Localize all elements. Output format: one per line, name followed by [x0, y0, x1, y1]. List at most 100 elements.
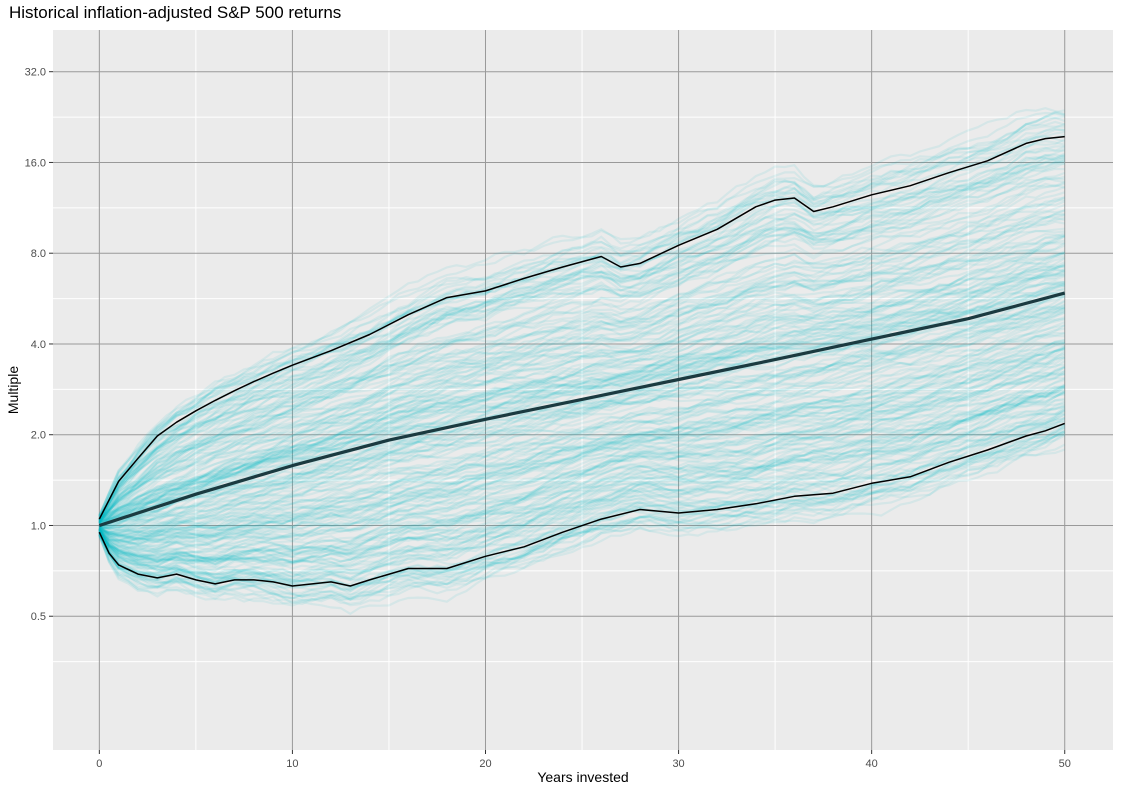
- simulation-path: [98, 186, 1066, 522]
- simulation-path: [98, 196, 1066, 522]
- simulation-path: [98, 120, 1065, 517]
- simulation-path: [98, 433, 1065, 599]
- x-axis-title: Years invested: [537, 769, 628, 785]
- simulation-path: [98, 346, 1066, 543]
- simulation-path: [98, 167, 1065, 519]
- simulation-path: [98, 296, 1065, 529]
- simulation-path: [98, 346, 1066, 542]
- simulation-path: [98, 434, 1066, 601]
- simulation-path: [98, 160, 1065, 524]
- simulation-path: [98, 176, 1065, 522]
- simulation-path: [98, 257, 1065, 523]
- simulation-path: [98, 377, 1066, 564]
- simulation-path: [98, 416, 1065, 576]
- simulation-path: [99, 331, 1065, 541]
- simulation-path: [98, 339, 1065, 540]
- simulation-path: [98, 252, 1065, 529]
- simulation-path: [98, 273, 1065, 529]
- simulation-path: [98, 241, 1066, 522]
- simulation-path: [99, 307, 1065, 530]
- summary-lines: [98, 135, 1066, 587]
- simulation-path: [98, 196, 1065, 523]
- simulation-paths: [98, 107, 1066, 616]
- simulation-path: [98, 208, 1066, 521]
- simulation-path: [98, 430, 1066, 607]
- simulation-path: [98, 176, 1065, 524]
- simulation-path: [98, 255, 1065, 525]
- simulation-path: [98, 363, 1065, 548]
- simulation-path: [98, 387, 1065, 566]
- x-tick-label: 40: [866, 758, 878, 770]
- simulation-path: [98, 339, 1065, 544]
- simulation-path: [98, 181, 1066, 523]
- simulation-path: [98, 233, 1066, 525]
- y-tick-label: 32.0: [25, 67, 46, 79]
- simulation-path: [98, 212, 1065, 520]
- simulation-path: [98, 423, 1066, 579]
- simulation-path: [98, 281, 1065, 529]
- y-tick-label: 16.0: [25, 157, 46, 169]
- simulation-path: [98, 385, 1066, 585]
- simulation-path: [98, 200, 1066, 523]
- simulation-path: [98, 272, 1065, 528]
- simulation-path: [98, 261, 1066, 522]
- simulation-path: [98, 111, 1065, 516]
- simulation-path: [98, 155, 1065, 521]
- simulation-path: [98, 341, 1066, 542]
- simulation-path: [98, 385, 1065, 565]
- simulation-path: [98, 390, 1065, 567]
- y-tick-label: 8.0: [31, 248, 46, 260]
- simulation-path: [98, 350, 1066, 541]
- simulation-path: [99, 324, 1065, 531]
- simulation-path: [98, 373, 1065, 546]
- simulation-path: [98, 448, 1066, 602]
- simulation-path: [98, 250, 1066, 528]
- simulation-path: [98, 430, 1066, 605]
- simulation-path: [98, 217, 1065, 524]
- simulation-path: [98, 407, 1066, 573]
- simulation-path: [98, 419, 1066, 582]
- simulation-path: [98, 321, 1066, 545]
- simulation-path: [98, 311, 1065, 530]
- simulation-path: [99, 280, 1065, 529]
- simulation-path: [98, 304, 1066, 531]
- simulation-path: [98, 161, 1065, 520]
- simulation-path: [98, 360, 1066, 547]
- simulation-path: [98, 125, 1065, 518]
- x-tick-label: 50: [1059, 758, 1071, 770]
- simulation-path: [98, 365, 1066, 559]
- simulation-path: [98, 235, 1066, 522]
- y-tick-label: 4.0: [31, 339, 46, 351]
- simulation-path: [98, 234, 1066, 526]
- simulation-path: [98, 175, 1065, 525]
- simulation-path: [98, 430, 1066, 584]
- simulation-path: [98, 383, 1066, 564]
- lower-bound-line: [98, 422, 1065, 587]
- simulation-path: [99, 305, 1066, 524]
- simulation-path: [99, 303, 1066, 528]
- simulation-path: [98, 184, 1065, 524]
- simulation-path: [98, 399, 1065, 568]
- simulation-path: [98, 153, 1065, 522]
- simulation-path: [98, 282, 1066, 527]
- simulation-path: [98, 402, 1065, 565]
- y-axis-ticks: 0.5 1.0 2.0 4.0 8.0 16.0 32.0: [25, 67, 53, 623]
- simulation-path: [98, 161, 1066, 521]
- simulation-path: [98, 264, 1065, 529]
- simulation-path: [98, 327, 1065, 532]
- simulation-path: [98, 182, 1065, 525]
- simulation-path: [98, 345, 1066, 539]
- simulation-path: [98, 216, 1065, 525]
- simulation-path: [98, 385, 1065, 564]
- x-tick-label: 30: [672, 758, 684, 770]
- simulation-path: [98, 443, 1066, 616]
- simulation-path: [98, 265, 1065, 528]
- simulation-path: [98, 347, 1065, 545]
- simulation-path: [98, 239, 1065, 524]
- simulation-path: [98, 267, 1065, 522]
- simulation-path: [98, 403, 1066, 577]
- simulation-path: [98, 409, 1066, 578]
- simulation-path: [98, 341, 1065, 539]
- minor-grid: [53, 30, 1113, 750]
